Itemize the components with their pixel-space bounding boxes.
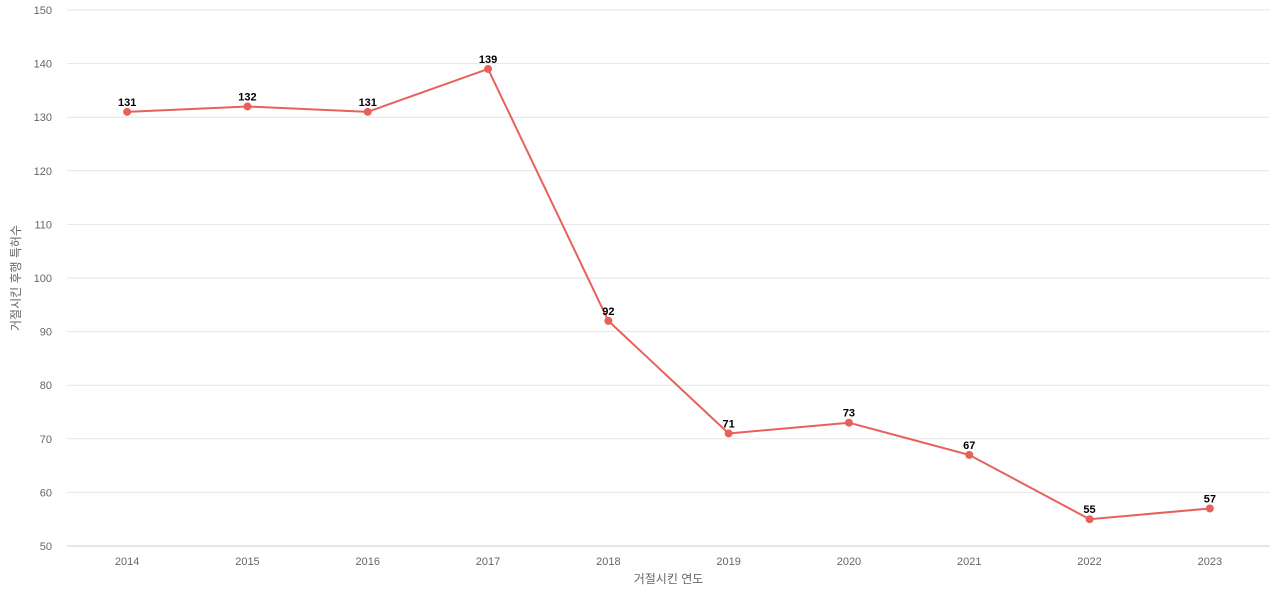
- x-tick-label: 2021: [957, 556, 981, 568]
- data-label: 67: [963, 440, 975, 452]
- x-tick-label: 2014: [115, 556, 139, 568]
- series-line: [127, 67, 1210, 521]
- x-tick-label: 2018: [596, 556, 620, 568]
- data-label: 132: [238, 91, 256, 103]
- data-point[interactable]: [363, 107, 372, 116]
- data-point[interactable]: [604, 316, 613, 325]
- y-tick-label: 60: [40, 487, 52, 499]
- x-tick-label: 2016: [356, 556, 380, 568]
- data-point[interactable]: [844, 418, 853, 427]
- y-tick-label: 50: [40, 541, 52, 553]
- data-point[interactable]: [1205, 504, 1214, 513]
- x-axis-title: 거절시킨 연도: [634, 572, 704, 586]
- data-label: 55: [1083, 504, 1095, 516]
- y-axis-ticks: 50 60 70 80 90 100 110 120 130 140 150: [34, 5, 52, 553]
- x-tick-label: 2019: [716, 556, 740, 568]
- data-point[interactable]: [123, 107, 132, 116]
- y-tick-label: 120: [34, 166, 52, 178]
- y-tick-label: 110: [34, 219, 52, 231]
- grid: [67, 9, 1270, 547]
- data-point[interactable]: [1085, 515, 1094, 524]
- y-tick-label: 140: [34, 59, 52, 71]
- y-tick-label: 80: [40, 380, 52, 392]
- y-tick-label: 130: [34, 112, 52, 124]
- x-tick-label: 2023: [1198, 556, 1222, 568]
- data-point[interactable]: [965, 450, 974, 459]
- y-axis-title: 거절시킨 후행 특허수: [8, 225, 23, 331]
- data-label: 131: [359, 97, 377, 109]
- data-point[interactable]: [243, 102, 252, 111]
- x-tick-label: 2015: [235, 556, 259, 568]
- y-tick-label: 150: [34, 5, 52, 17]
- data-labels: 131 132 131 139 92 71 73 67 55 57: [118, 54, 1216, 516]
- data-label: 71: [723, 418, 735, 430]
- data-label: 139: [479, 54, 497, 66]
- x-tick-label: 2022: [1077, 556, 1101, 568]
- data-label: 92: [602, 306, 614, 318]
- y-tick-label: 90: [40, 327, 52, 339]
- series: [123, 64, 1214, 524]
- data-label: 131: [118, 97, 136, 109]
- y-tick-label: 100: [34, 273, 52, 285]
- data-label: 57: [1204, 493, 1216, 505]
- x-tick-label: 2017: [476, 556, 500, 568]
- x-tick-label: 2020: [837, 556, 861, 568]
- y-tick-label: 70: [40, 434, 52, 446]
- data-point[interactable]: [724, 429, 733, 438]
- x-axis-ticks: 2014 2015 2016 2017 2018 2019 2020 2021 2022 2023: [115, 556, 1222, 568]
- data-label: 73: [843, 408, 855, 420]
- data-point[interactable]: [484, 64, 493, 73]
